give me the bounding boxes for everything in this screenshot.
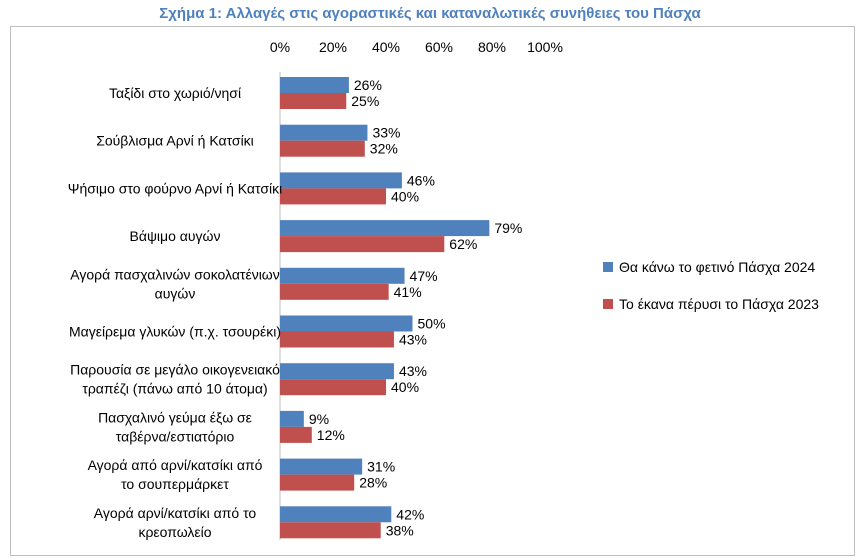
data-label: 26% xyxy=(354,77,382,93)
category-label: Αγορά από αρνί/κατσίκι από xyxy=(88,457,263,473)
category-label: αυγών xyxy=(155,285,196,301)
bar-2023 xyxy=(280,93,347,109)
x-tick-label: 100% xyxy=(527,39,563,55)
x-tick-label: 0% xyxy=(270,39,290,55)
data-label: 43% xyxy=(399,363,427,379)
bar-2024 xyxy=(280,172,402,189)
data-label: 25% xyxy=(351,93,379,109)
data-label: 79% xyxy=(494,220,522,236)
bar-2024 xyxy=(280,124,368,141)
x-tick-label: 80% xyxy=(478,39,506,55)
data-label: 43% xyxy=(399,332,427,348)
category-label: ταβέρνα/εστιατόριο xyxy=(116,428,235,444)
data-label: 50% xyxy=(418,316,446,332)
data-label: 31% xyxy=(367,459,395,475)
chart-frame xyxy=(10,26,855,556)
category-label: τραπέζι (πάνω από 10 άτομα) xyxy=(82,381,267,397)
bar-2024 xyxy=(280,315,413,332)
category-label: Ταξίδι στο χωριό/νησί xyxy=(109,85,241,101)
bar-2024 xyxy=(280,458,363,475)
bar-2023 xyxy=(280,426,312,443)
legend-swatch-2023 xyxy=(603,299,613,309)
data-label: 62% xyxy=(449,236,477,252)
bar-2023 xyxy=(280,379,386,396)
data-label: 12% xyxy=(317,427,345,443)
bar-2023 xyxy=(280,522,381,539)
category-label: κρεοπωλείο xyxy=(138,524,211,540)
category-label: το σουπερμάρκετ xyxy=(121,476,229,492)
bar-2024 xyxy=(280,220,490,237)
data-label: 9% xyxy=(309,411,329,427)
category-label: Αγορά πασχαλινών σοκολατένιων xyxy=(70,266,279,282)
category-label: Βάψιμο αυγών xyxy=(130,228,221,244)
category-label: Ψήσιμο στο φούρνο Αρνί ή Κατσίκι xyxy=(68,180,282,196)
bar-2024 xyxy=(280,267,405,284)
chart-title: Σχήμα 1: Αλλαγές στις αγοραστικές και κα… xyxy=(159,5,701,22)
x-tick-label: 40% xyxy=(372,39,400,55)
bar-2024 xyxy=(280,506,392,523)
data-label: 28% xyxy=(359,475,387,491)
data-label: 40% xyxy=(391,188,419,204)
data-label: 41% xyxy=(394,284,422,300)
bar-2023 xyxy=(280,140,365,157)
bar-2023 xyxy=(280,188,386,205)
data-label: 33% xyxy=(372,125,400,141)
bar-2023 xyxy=(280,283,389,300)
legend-label: Θα κάνω το φετινό Πάσχα 2024 xyxy=(619,259,815,275)
category-label: Σούβλισμα Αρνί ή Κατσίκι xyxy=(96,133,254,149)
legend-swatch-2024 xyxy=(603,262,613,272)
bar-2023 xyxy=(280,236,445,253)
data-label: 40% xyxy=(391,379,419,395)
x-tick-label: 60% xyxy=(425,39,453,55)
bar-2023 xyxy=(280,331,394,348)
bar-2024 xyxy=(280,363,394,380)
data-label: 46% xyxy=(407,172,435,188)
bar-2023 xyxy=(280,474,355,491)
bar-2024 xyxy=(280,77,349,93)
bar-2024 xyxy=(280,410,304,427)
data-label: 32% xyxy=(370,141,398,157)
x-tick-label: 20% xyxy=(319,39,347,55)
data-label: 38% xyxy=(386,522,414,538)
category-label: Μαγείρεμα γλυκών (π.χ. τσουρέκι) xyxy=(69,324,281,340)
legend-label: Το έκανα πέρυσι το Πάσχα 2023 xyxy=(619,296,819,312)
category-label: Αγορά αρνί/κατσίκι από το xyxy=(94,505,257,521)
category-label: Πασχαλινό γεύμα έξω σε xyxy=(98,409,252,425)
data-label: 47% xyxy=(410,268,438,284)
data-label: 42% xyxy=(396,506,424,522)
category-label: Παρουσία σε μεγάλο οικογενειακό xyxy=(70,362,280,378)
